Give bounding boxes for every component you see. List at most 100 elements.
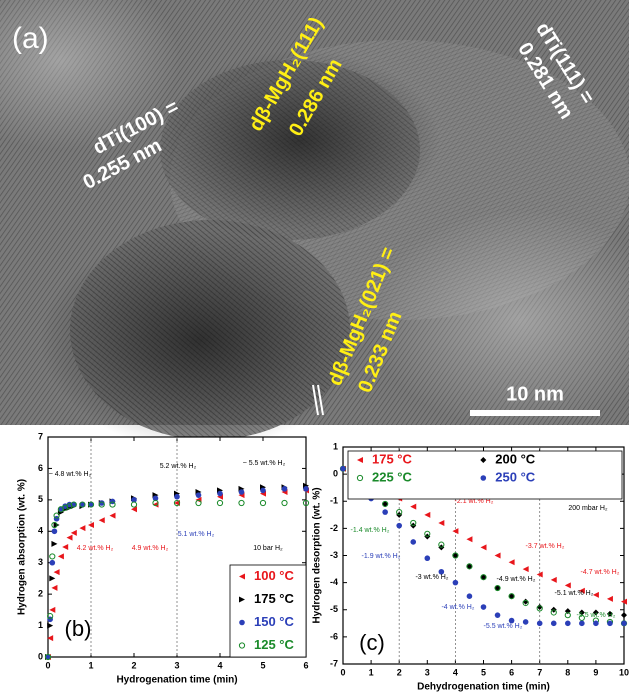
point [494,584,501,592]
point [452,579,459,586]
point [174,500,180,506]
point [79,501,86,508]
point [45,654,51,660]
point [424,555,431,562]
point [466,536,473,543]
point [452,528,459,535]
y-tick-label: -2 [330,523,338,533]
point [49,575,56,582]
y-tick-label: 0 [38,651,43,661]
y-tick-label: -5 [330,604,338,614]
point [494,612,501,618]
point [382,509,388,515]
legend-marker [239,596,245,603]
annotation: -1.4 wt.% H₂ [351,527,390,534]
point [66,534,73,541]
point [606,610,613,617]
annotation: 4.2 wt.% H₂ [77,545,114,552]
annotation: -4.7 wt.% H₂ [581,569,620,576]
annotation: -4 wt.% H₂ [441,604,474,611]
point [49,553,56,560]
scale-bar-label: 10 nm [506,383,564,405]
x-tick-label: 0 [45,660,50,670]
legend-label: 125 °C [254,637,295,652]
point [57,553,64,560]
point [466,563,473,570]
point [522,599,529,607]
point [536,604,543,611]
point [550,576,557,583]
point [578,609,585,616]
marker-line [312,384,319,416]
legend-label: 175 °C [372,451,413,466]
point [195,492,202,498]
point [98,517,105,524]
point [579,620,585,627]
y-tick-label: 1 [38,620,43,630]
y-tick-label: 1 [333,441,338,451]
point [152,501,159,508]
x-tick-label: 5 [481,667,486,677]
y-tick-label: -7 [330,658,338,668]
annotation: ~ 4.8 wt.% H₂ [49,471,92,478]
legend-marker [356,474,364,482]
point [621,598,627,605]
annotation: -1.9 wt.% H₂ [362,553,401,560]
point [410,503,417,510]
point [44,653,52,661]
point [550,609,557,616]
legend-label: 250 °C [495,469,536,484]
point [564,612,571,619]
point [216,499,224,507]
x-tick-label: 10 [619,667,629,677]
point [87,501,95,508]
point [88,522,94,528]
point [522,598,529,605]
legend-label: 200 °C [495,451,536,466]
point [238,499,245,507]
point [522,619,529,625]
point [98,501,105,508]
y-tick-label: 2 [38,589,43,599]
annotation: 5.1 wt.% H₂ [178,531,215,538]
y-tick-label: 6 [38,463,43,473]
point [410,539,417,545]
point [536,620,543,627]
point [578,587,585,594]
point [480,574,487,581]
point [70,529,77,536]
point [536,571,543,578]
point [79,525,86,532]
point [550,620,557,627]
x-tick-label: 8 [565,667,570,677]
annotation: -4.9 wt.% H₂ [497,576,536,583]
point [592,591,599,598]
annotation: 5.2 wt.% H₂ [160,463,197,470]
point [522,566,529,573]
point [438,541,445,548]
point [173,499,181,507]
point [508,593,515,600]
point [508,559,515,566]
point [195,496,202,503]
panel-label: (a) [12,22,49,55]
point [195,499,202,507]
point [47,613,54,620]
point [70,501,77,508]
scale-bar [470,410,600,416]
legend-marker [480,475,487,481]
annotation: ~ 5.5 wt.% H₂ [243,460,286,467]
legend-marker [239,619,245,626]
point [480,574,487,581]
annotation: 10 bar H₂ [253,545,283,552]
tem-image: (a) dTi(100) = 0.255 nm dβ-MgH₂(111) 0.2… [0,0,629,450]
point [593,620,599,627]
legend-marker [357,457,363,463]
point [98,500,105,506]
point [621,620,627,627]
point [66,501,73,508]
point [621,612,627,619]
x-tick-label: 6 [509,667,514,677]
